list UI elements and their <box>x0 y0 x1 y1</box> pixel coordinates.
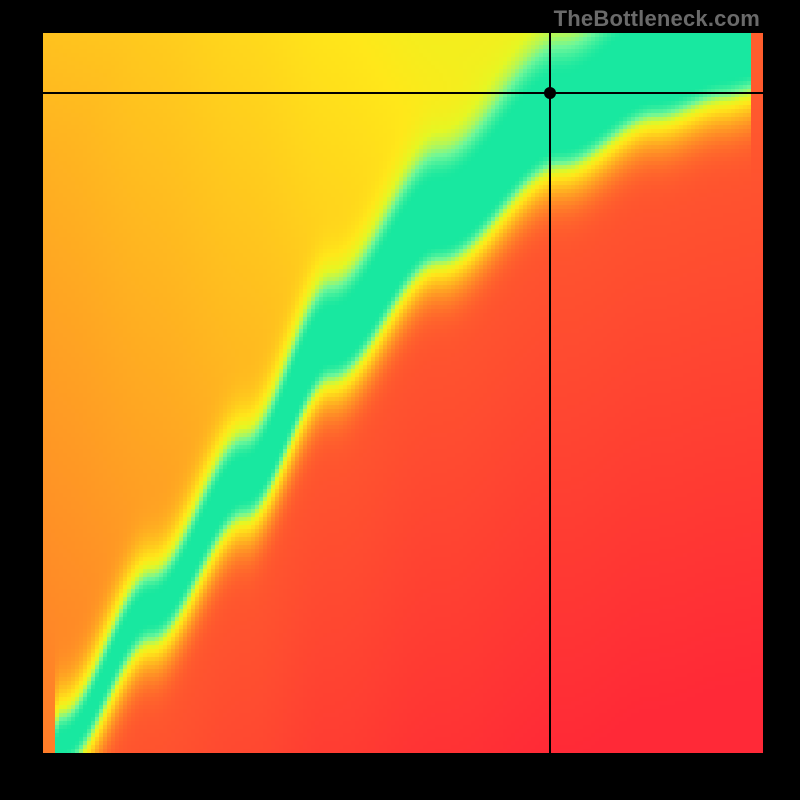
watermark-text: TheBottleneck.com <box>554 6 760 32</box>
chart-container: { "watermark": { "text": "TheBottleneck.… <box>0 0 800 800</box>
bottleneck-heatmap <box>43 33 763 753</box>
crosshair-marker <box>544 87 556 99</box>
crosshair-vertical <box>549 33 551 753</box>
crosshair-horizontal <box>43 92 763 94</box>
